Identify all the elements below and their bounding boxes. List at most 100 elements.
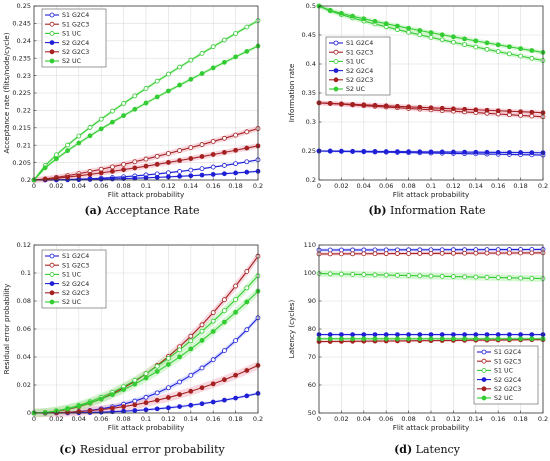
data-point (338, 271, 344, 277)
legend-marker (49, 271, 55, 277)
data-point (372, 272, 378, 278)
x-tick-label: 0.2 (538, 415, 548, 423)
x-tick-label: 0.1 (426, 182, 436, 190)
data-point (188, 372, 194, 378)
data-point (338, 332, 344, 338)
x-tick-label: 0.04 (357, 182, 371, 190)
x-tick-label: 0.12 (161, 182, 175, 190)
data-point (221, 171, 227, 177)
data-point (338, 148, 344, 154)
data-point (506, 108, 512, 114)
data-point (383, 21, 389, 27)
panel-caption: (a) Acceptance Rate (84, 204, 199, 217)
data-point (177, 158, 183, 163)
data-point (98, 126, 104, 132)
data-point (188, 145, 194, 151)
data-point (132, 165, 138, 171)
data-point (210, 329, 216, 334)
panel-caption: (d) Latency (394, 443, 461, 456)
legend-marker (49, 253, 55, 259)
data-point (121, 113, 126, 119)
x-tick-label: 0.1 (141, 415, 151, 423)
x-axis-label: Flit attack probability (108, 423, 185, 432)
data-point (361, 102, 367, 108)
x-tick-label: 0.08 (401, 182, 415, 190)
data-point (177, 404, 183, 410)
data-point (210, 164, 216, 170)
x-tick-label: 0.18 (513, 415, 527, 423)
y-tick-label: 0.2 (306, 176, 316, 184)
data-point (518, 336, 523, 342)
data-point (506, 332, 512, 338)
data-point (210, 65, 216, 71)
x-axis-label: Flit attack probability (393, 190, 470, 199)
data-point (188, 76, 194, 82)
data-point (417, 28, 423, 33)
data-point (188, 402, 194, 408)
data-point (188, 173, 194, 179)
data-point (450, 39, 456, 45)
data-point (338, 247, 344, 253)
data-point (199, 328, 205, 334)
data-point (518, 109, 523, 115)
data-point (518, 275, 523, 281)
data-point (495, 332, 501, 338)
data-point (417, 104, 423, 110)
data-point (350, 332, 356, 338)
legend-marker (481, 358, 487, 364)
data-point (506, 336, 512, 342)
data-point (506, 275, 512, 281)
data-point (383, 272, 389, 278)
data-point (394, 23, 400, 29)
y-tick-label: 0.215 (12, 124, 31, 132)
data-point (210, 139, 216, 144)
data-point (439, 332, 445, 338)
data-point (98, 170, 104, 176)
y-tick-label: 0.24 (17, 37, 31, 45)
data-point (450, 336, 456, 342)
data-point (87, 171, 93, 177)
legend-entry: S1 UC (62, 31, 82, 38)
data-point (350, 148, 356, 154)
legend-entry: S1 UC (346, 59, 366, 66)
data-point (495, 336, 501, 342)
data-point (406, 29, 412, 35)
data-point (87, 177, 93, 182)
data-point (529, 250, 535, 256)
x-tick-label: 0.14 (184, 182, 198, 190)
data-point (132, 93, 138, 99)
data-point (65, 174, 70, 180)
data-point (428, 332, 434, 338)
legend-entry: S2 G2C4 (346, 68, 373, 75)
data-point (154, 397, 160, 403)
data-point (406, 273, 412, 278)
legend-marker (333, 68, 339, 73)
data-point (495, 108, 501, 114)
data-point (518, 332, 523, 338)
data-point (518, 46, 523, 52)
y-tick-label: 80 (308, 325, 316, 333)
data-point (87, 400, 93, 406)
data-point (529, 332, 535, 338)
x-tick-label: 0 (317, 182, 321, 190)
data-point (42, 176, 48, 182)
data-point (529, 48, 535, 53)
data-point (361, 272, 367, 277)
caption-label: (b) (368, 204, 386, 217)
data-point (98, 116, 104, 122)
y-tick-label: 0.225 (12, 89, 31, 97)
x-tick-label: 0.18 (228, 182, 242, 190)
x-tick-label: 0.04 (357, 415, 371, 423)
data-point (188, 346, 194, 352)
legend-entry: S2 G2C4 (62, 40, 89, 47)
data-point (110, 168, 115, 174)
y-tick-label: 0.4 (306, 60, 316, 68)
data-point (406, 104, 412, 110)
data-point (462, 336, 468, 342)
data-point (518, 150, 523, 155)
data-point (121, 101, 126, 106)
data-point (199, 365, 205, 371)
y-tick-label: 0.25 (17, 2, 31, 10)
legend-marker (49, 12, 55, 18)
